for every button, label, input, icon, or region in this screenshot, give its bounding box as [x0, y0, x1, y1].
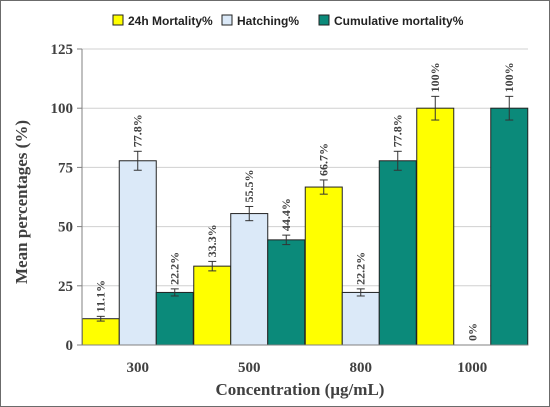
data-label: 66.7% [317, 143, 331, 176]
bar [230, 213, 269, 346]
y-tick-label: 125 [51, 42, 74, 58]
bar [378, 160, 417, 346]
legend-swatch [112, 14, 124, 26]
legend: 24h Mortality% Hatching% Cumulative mortal… [112, 14, 464, 28]
data-label: 0% [465, 323, 479, 341]
legend-label: Cumulative mortality% [334, 14, 464, 28]
x-tick-label: 500 [238, 360, 261, 376]
data-label: 77.8% [391, 114, 405, 147]
legend-label: 24h Mortality% [128, 14, 213, 28]
bar [155, 291, 194, 346]
y-tick-label: 25 [58, 279, 73, 295]
bar [304, 186, 343, 346]
x-tick-label: 300 [127, 360, 150, 376]
data-label: 22.2% [168, 252, 182, 285]
data-label: 11.1% [94, 280, 108, 312]
legend-swatch [221, 14, 233, 26]
y-tick-label: 75 [58, 160, 73, 176]
bar [118, 160, 157, 346]
data-label: 44.4% [279, 198, 293, 231]
x-tick-label: 800 [350, 360, 373, 376]
bar [267, 239, 306, 346]
x-tick-label: 1000 [457, 360, 487, 376]
bar [193, 265, 232, 346]
y-tick-label: 0 [66, 338, 74, 354]
legend-label: Hatching% [237, 14, 299, 28]
data-label: 22.2% [354, 252, 368, 285]
bar [490, 107, 529, 346]
axes: 0 25 50 75 100 125 300 500 800 1000 [51, 42, 528, 376]
legend-swatch [318, 14, 330, 26]
bars [81, 95, 529, 346]
data-labels: 11.1% 77.8% 22.2% 33.3% 55.5% 44.4% 66.7% 22.2%… [94, 62, 517, 341]
data-label: 100% [502, 62, 516, 92]
bar [341, 291, 380, 346]
bar [416, 107, 455, 346]
y-axis-title: Mean percentages (%) [12, 120, 31, 284]
y-tick-label: 100 [51, 101, 74, 117]
bar [81, 318, 120, 346]
data-label: 77.8% [131, 114, 145, 147]
x-axis-title: Concentration (µg/mL) [216, 380, 385, 399]
data-label: 33.3% [205, 224, 219, 257]
data-label: 55.5% [242, 169, 256, 202]
data-label: 100% [428, 62, 442, 92]
y-tick-label: 50 [58, 220, 73, 236]
